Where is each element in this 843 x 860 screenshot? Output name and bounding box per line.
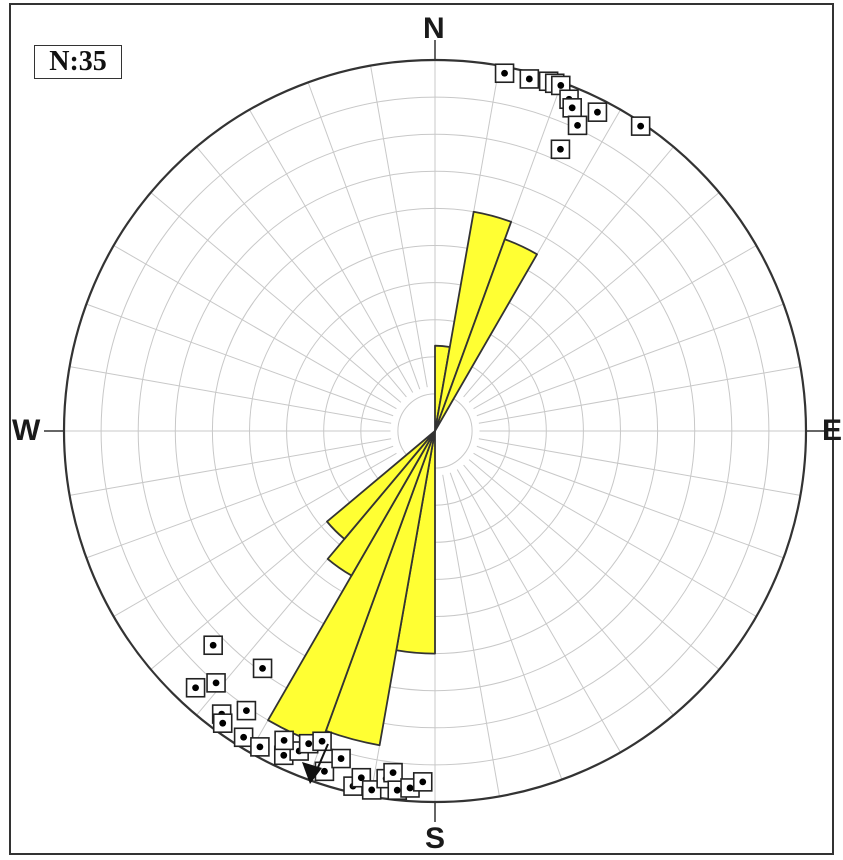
pole-marker bbox=[206, 673, 226, 693]
mean-direction-line bbox=[315, 743, 329, 773]
pole-marker bbox=[567, 115, 588, 136]
grid-spoke bbox=[442, 474, 500, 797]
pole-dot bbox=[637, 122, 645, 130]
grid-spoke bbox=[468, 192, 720, 403]
pole-dot bbox=[219, 719, 227, 727]
pole-dot bbox=[419, 778, 427, 786]
pole-dot bbox=[305, 740, 313, 748]
grid-spoke bbox=[449, 472, 563, 780]
pole-dot bbox=[240, 733, 248, 741]
pole-marker bbox=[203, 635, 223, 656]
direction-south: S bbox=[425, 822, 446, 855]
grid-spoke bbox=[463, 146, 674, 398]
pole-dot bbox=[192, 684, 199, 692]
direction-west: W bbox=[12, 414, 41, 447]
pole-dot bbox=[209, 641, 217, 649]
pole-marker bbox=[233, 727, 254, 748]
grid-spoke bbox=[476, 303, 784, 417]
pole-dot bbox=[357, 774, 365, 782]
sample-count-label: N:35 bbox=[34, 45, 122, 79]
pole-marker bbox=[314, 761, 335, 782]
grid-spoke bbox=[468, 459, 720, 670]
pole-marker bbox=[274, 730, 294, 751]
pole-marker bbox=[630, 116, 651, 136]
grid-spoke bbox=[478, 438, 801, 496]
grid-spoke bbox=[69, 366, 392, 424]
pole-marker bbox=[236, 700, 257, 721]
figure-border bbox=[9, 3, 834, 855]
pole-marker bbox=[562, 98, 582, 118]
pole-dot bbox=[259, 664, 266, 672]
pole-dot bbox=[568, 104, 576, 112]
pole-dot bbox=[406, 784, 414, 792]
pole-marker bbox=[331, 748, 351, 769]
pole-dot bbox=[318, 737, 326, 745]
grid-spoke bbox=[150, 192, 402, 403]
pole-dot bbox=[337, 755, 345, 762]
grid-spoke bbox=[456, 469, 621, 753]
pole-marker bbox=[185, 677, 206, 698]
direction-east: E bbox=[822, 414, 843, 447]
grid-spoke bbox=[69, 438, 392, 496]
grid-spoke bbox=[113, 245, 397, 410]
pole-marker bbox=[312, 731, 332, 752]
pole-dot bbox=[243, 707, 250, 714]
direction-north: N bbox=[423, 12, 445, 45]
pole-marker bbox=[494, 63, 515, 84]
pole-dot bbox=[256, 743, 264, 751]
grid-spoke bbox=[473, 245, 757, 410]
pole-dot bbox=[393, 786, 401, 794]
pole-dot bbox=[501, 69, 508, 77]
pole-dot bbox=[280, 751, 288, 759]
rose-petal bbox=[326, 430, 436, 577]
pole-marker bbox=[587, 102, 608, 122]
grid-spoke bbox=[113, 452, 397, 617]
grid-spoke bbox=[86, 303, 394, 417]
grid-spoke bbox=[370, 65, 428, 388]
pole-dot bbox=[212, 679, 220, 687]
grid-spoke bbox=[478, 366, 801, 424]
pole-dot bbox=[574, 121, 581, 129]
rose-petal bbox=[434, 238, 538, 432]
pole-dot bbox=[525, 75, 533, 83]
pole-marker bbox=[212, 713, 233, 733]
pole-markers bbox=[185, 63, 651, 800]
pole-dot bbox=[557, 145, 564, 153]
grid-spoke bbox=[249, 109, 414, 393]
pole-dot bbox=[321, 767, 328, 775]
rose-petal bbox=[326, 430, 436, 540]
pole-dot bbox=[557, 82, 565, 89]
pole-dot bbox=[280, 736, 288, 744]
grid-spoke bbox=[473, 452, 757, 617]
pole-marker bbox=[252, 658, 273, 679]
pole-dot bbox=[389, 769, 397, 777]
grid-spoke bbox=[86, 445, 394, 559]
pole-marker bbox=[250, 737, 270, 757]
pole-marker bbox=[412, 772, 433, 792]
pole-dot bbox=[594, 108, 601, 116]
grid-spoke bbox=[476, 445, 784, 559]
grid-spoke bbox=[463, 464, 674, 716]
pole-marker bbox=[361, 780, 382, 800]
pole-dot bbox=[368, 786, 376, 794]
pole-marker bbox=[550, 139, 571, 160]
pole-marker bbox=[519, 69, 540, 89]
pole-marker bbox=[383, 762, 403, 783]
grid-spoke bbox=[307, 82, 421, 390]
grid-spoke bbox=[196, 146, 407, 398]
